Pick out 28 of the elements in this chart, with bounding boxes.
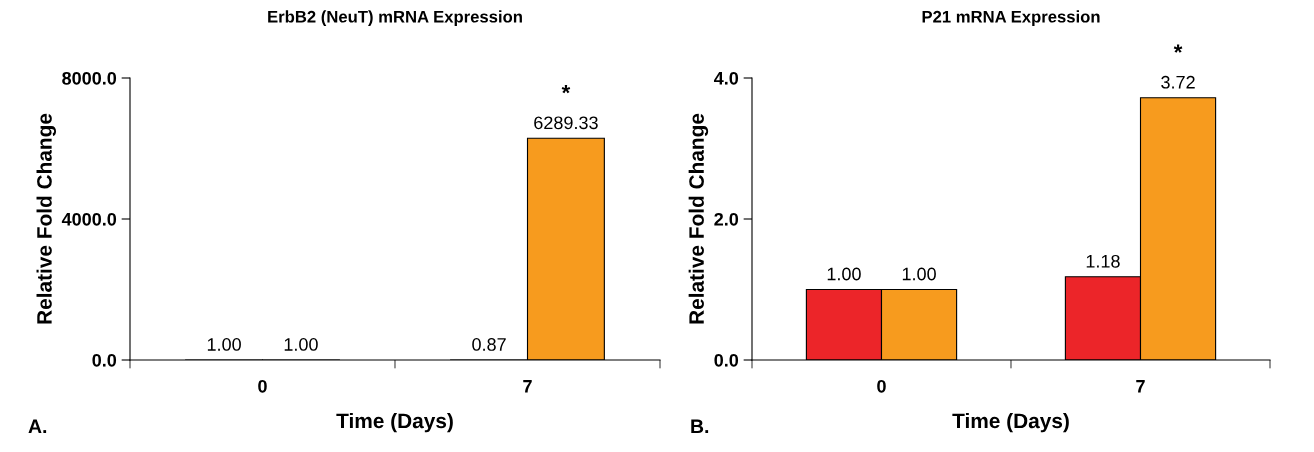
text: A. xyxy=(28,419,47,433)
y-tick-label: 0.0 xyxy=(714,353,739,367)
annotation: * xyxy=(1173,44,1183,53)
y-axis-title: Relative Fold Change xyxy=(688,113,709,324)
y-tick-label: 4000.0 xyxy=(61,212,117,226)
y-tick-label: 2.0 xyxy=(714,212,739,226)
chart-title: P21 mRNA Expression xyxy=(922,10,1100,26)
data-label: 3.72 xyxy=(1161,75,1195,89)
data-label: 1.00 xyxy=(284,338,318,351)
x-axis-title: Time (Days) xyxy=(952,412,1069,433)
chart-title: ErbB2 (NeuT) mRNA Expression xyxy=(268,10,522,26)
y-tick-label: 4.0 xyxy=(713,71,739,85)
data-label: 1.00 xyxy=(207,338,241,351)
y-axis-title: Relative Fold Change xyxy=(36,113,57,324)
y-tick-label: 0.0 xyxy=(92,353,117,367)
data-label: 1.00 xyxy=(902,267,936,281)
x-tick-label: 7 xyxy=(1136,380,1145,393)
x-tick-label: 7 xyxy=(523,380,532,393)
y-tick-label: 8000.0 xyxy=(62,71,117,85)
data-label: 0.87 xyxy=(472,338,506,351)
text: B. xyxy=(691,419,709,433)
x-tick-label: 0 xyxy=(258,379,267,393)
data-label: 1.00 xyxy=(827,267,861,281)
annotation: * xyxy=(561,85,571,94)
data-label: 6289.33 xyxy=(534,116,598,130)
x-tick-label: 0 xyxy=(877,379,886,393)
x-axis-title: Time (Days) xyxy=(336,412,453,433)
data-label: 1.18 xyxy=(1086,254,1120,268)
